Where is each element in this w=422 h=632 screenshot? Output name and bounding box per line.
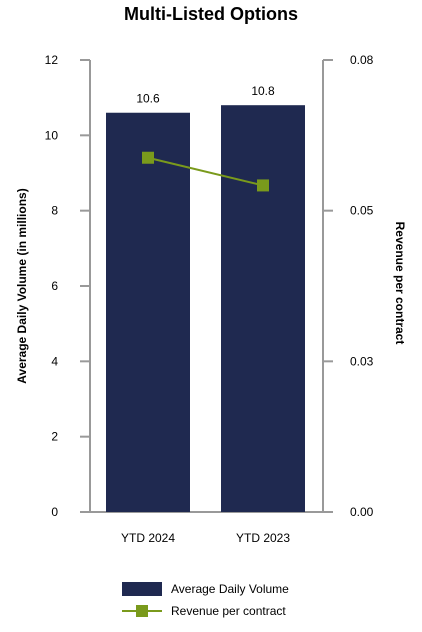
left-tick-label: 10 [45, 128, 59, 142]
revenue-point-marker [257, 179, 269, 192]
left-tick-label: 2 [51, 430, 58, 444]
revenue-line [147, 156, 264, 187]
x-axis-labels: YTD 2024 YTD 2023 [121, 531, 290, 545]
bar-data-label: 10.8 [251, 84, 275, 98]
right-axis: 0.00 0.03 0.05 0.08 [322, 53, 374, 519]
legend-item-revenue: Revenue per contract [122, 600, 289, 622]
legend-label-volume: Average Daily Volume [171, 582, 289, 596]
right-tick-label: 0.05 [350, 204, 374, 218]
legend-item-volume: Average Daily Volume [122, 578, 289, 600]
x-tick-label: YTD 2023 [236, 531, 290, 545]
left-tick-label: 0 [51, 505, 58, 519]
left-tick-label: 8 [51, 204, 58, 218]
y-axis-title: Average Daily Volume (in millions) [15, 188, 29, 383]
left-tick-label: 12 [45, 53, 59, 67]
bar-data-label: 10.6 [136, 92, 160, 106]
bar [221, 105, 305, 512]
x-tick-label: YTD 2024 [121, 531, 175, 545]
legend: Average Daily Volume Revenue per contrac… [122, 578, 289, 622]
revenue-point-marker [142, 151, 154, 164]
right-tick-label: 0.03 [350, 354, 374, 368]
legend-line-swatch [122, 604, 162, 618]
legend-label-revenue: Revenue per contract [171, 604, 286, 618]
chart-title: Multi-Listed Options [124, 4, 298, 24]
left-tick-label: 4 [51, 354, 58, 368]
bar-series: 10.6 10.8 [106, 84, 305, 512]
left-tick-label: 6 [51, 279, 58, 293]
right-tick-label: 0.00 [350, 505, 374, 519]
legend-bar-swatch [122, 582, 162, 596]
bar [106, 112, 190, 512]
right-tick-label: 0.08 [350, 53, 374, 67]
line-series [142, 151, 269, 192]
y2-axis-title: Revenue per contract [393, 222, 407, 345]
